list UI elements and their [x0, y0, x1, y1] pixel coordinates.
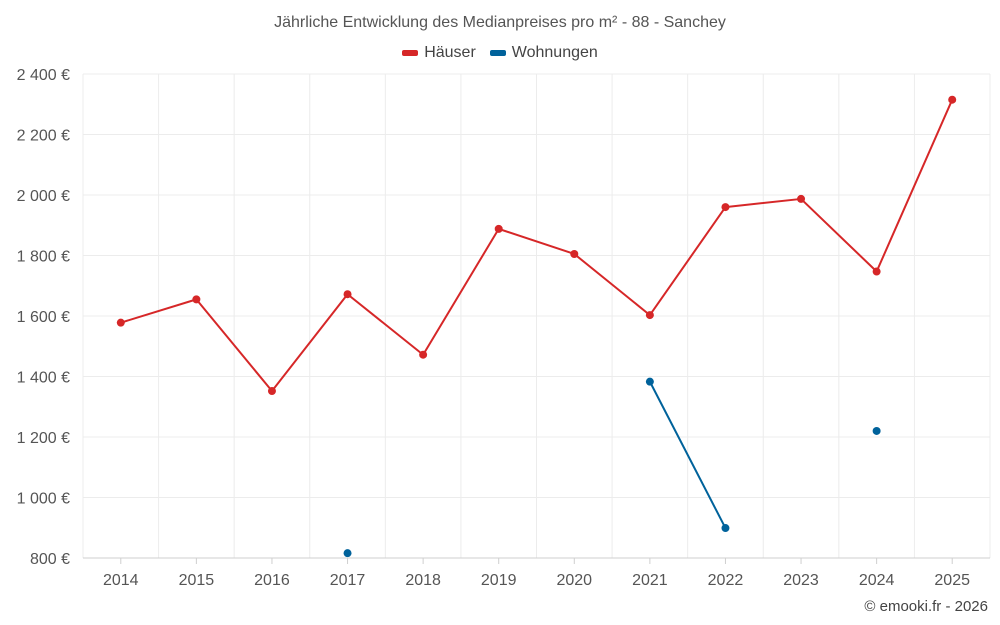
series-line-haeuser	[346, 293, 425, 356]
y-tick-label: 1 400 €	[17, 370, 70, 387]
x-tick-label: 2016	[254, 572, 290, 589]
data-point-haeuser	[419, 350, 428, 359]
y-tick-label: 1 800 €	[17, 249, 70, 266]
series-line-haeuser	[573, 252, 651, 317]
series-line-haeuser	[422, 227, 500, 356]
series-line-haeuser	[875, 98, 954, 273]
x-tick-label: 2022	[708, 572, 744, 589]
legend-label-haeuser: Häuser	[424, 44, 476, 61]
series-line-wohnungen	[648, 380, 727, 530]
y-tick-label: 2 200 €	[17, 128, 70, 145]
x-tick-label: 2020	[556, 572, 592, 589]
data-point-haeuser	[721, 203, 730, 212]
series-line-haeuser	[724, 197, 803, 209]
x-tick-label: 2018	[405, 572, 441, 589]
x-tick-label: 2021	[632, 572, 668, 589]
legend-item-wohnungen[interactable]: Wohnungen	[489, 44, 598, 62]
data-point-haeuser	[267, 387, 276, 396]
chart-legend: Häuser Wohnungen	[0, 44, 1000, 62]
series-line-haeuser	[648, 206, 727, 317]
y-tick-label: 1 200 €	[17, 430, 70, 447]
x-tick-label: 2017	[330, 572, 366, 589]
series-line-haeuser	[800, 197, 878, 273]
y-tick-label: 2 400 €	[17, 67, 70, 84]
series-line-haeuser	[497, 227, 576, 255]
legend-swatch-wohnungen	[489, 50, 506, 56]
x-tick-label: 2014	[103, 572, 139, 589]
y-tick-label: 800 €	[30, 551, 70, 568]
chart-title: Jährliche Entwicklung des Medianpreises …	[274, 14, 726, 31]
data-point-wohnungen	[645, 377, 654, 386]
data-point-wohnungen	[343, 549, 352, 558]
data-point-haeuser	[494, 224, 503, 233]
data-point-haeuser	[570, 249, 579, 258]
x-tick-label: 2025	[934, 572, 970, 589]
series-line-haeuser	[270, 293, 349, 393]
x-tick-label: 2015	[179, 572, 215, 589]
data-point-haeuser	[645, 311, 654, 320]
x-tick-label: 2019	[481, 572, 517, 589]
y-tick-label: 1 000 €	[17, 491, 70, 508]
data-point-haeuser	[797, 194, 806, 203]
data-point-haeuser	[192, 295, 201, 304]
legend-item-haeuser[interactable]: Häuser	[402, 44, 476, 62]
data-point-haeuser	[948, 95, 957, 104]
data-point-haeuser	[116, 318, 125, 327]
series-line-haeuser	[119, 298, 198, 324]
copyright-credit: © emooki.fr - 2026	[864, 598, 988, 615]
data-point-haeuser	[343, 290, 352, 299]
legend-label-wohnungen: Wohnungen	[511, 44, 598, 61]
y-tick-label: 1 600 €	[17, 309, 70, 326]
y-tick-label: 2 000 €	[17, 188, 70, 205]
legend-swatch-haeuser	[402, 50, 419, 56]
x-tick-label: 2024	[859, 572, 895, 589]
data-point-wohnungen	[872, 426, 881, 435]
data-point-wohnungen	[721, 524, 730, 533]
data-point-haeuser	[872, 267, 881, 276]
x-tick-label: 2023	[783, 572, 819, 589]
series-line-haeuser	[195, 298, 273, 393]
